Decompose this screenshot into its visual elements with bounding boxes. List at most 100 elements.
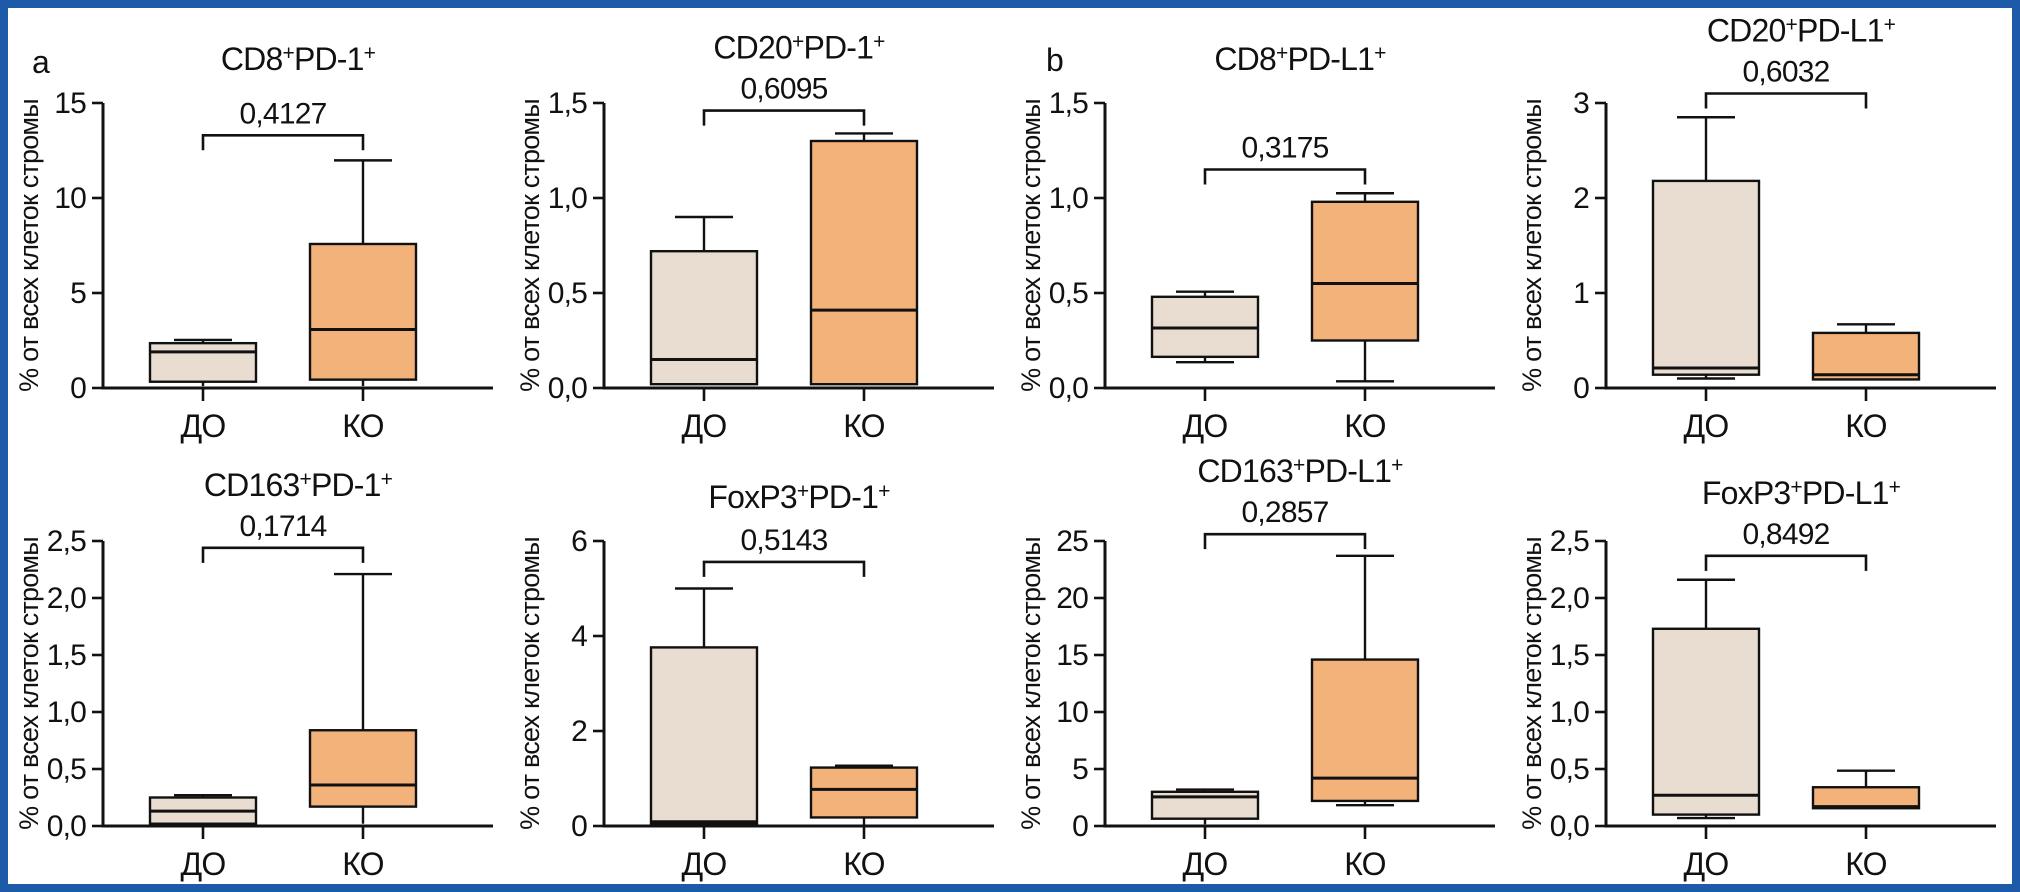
significance-bracket: [702, 109, 866, 126]
y-tick-label: 10: [1056, 696, 1088, 729]
x-category-label: ДО: [1684, 846, 1729, 882]
y-axis-title: % от всех клеток стромы: [14, 99, 44, 392]
y-axis-title: % от всех клеток стромы: [515, 537, 545, 830]
boxplot-cell: 0 2 4 6 % от всех клеток стромы ДО КО 0,5143 Fox…: [509, 446, 1010, 884]
charts-grid: 0 5 10 15% от всех клеток стромы ДО КО 0,4127 C…: [8, 8, 2012, 884]
boxplot-cd8-pd-l1: 0,0 0,5 1,0 1,5% от всех клеток стромы ДО КО 0…: [1016, 41, 1495, 444]
x-category-label: КО: [342, 846, 384, 882]
box-do: [148, 341, 258, 383]
x-category-label: КО: [843, 408, 885, 444]
boxplot-cell: 0,0 0,5 1,0 1,5% от всех клеток стромы ДО КО 0…: [1010, 8, 1511, 446]
y-tick-label: 0: [70, 372, 86, 405]
y-tick-label: 2: [571, 715, 587, 748]
y-tick-label: 1,0: [1049, 182, 1088, 215]
y-tick-label: 1,0: [47, 696, 86, 729]
y-tick-label: 10: [54, 182, 86, 215]
p-value-label: 0,5143: [741, 524, 828, 557]
x-category-label: КО: [1344, 408, 1386, 444]
chart-title: CD20+PD-1+: [713, 30, 885, 66]
x-category-label: ДО: [1183, 408, 1228, 444]
y-axis-title: % от всех клеток стромы: [515, 99, 545, 392]
boxplot-cell: 0 5 10 15 % от всех клеток стромы ДО КО 0,4127 C…: [8, 8, 509, 446]
boxplot-cd163-pd-1: 0,0 0,5 1,0 1,5 2,0 2,5% от всех клеток стром…: [14, 467, 493, 882]
y-tick-label: 0,0: [548, 372, 587, 405]
box-ko: [1811, 786, 1921, 810]
p-value-label: 0,1714: [240, 510, 327, 543]
chart-title: CD163+PD-1+: [204, 467, 393, 503]
y-tick-label: 3: [1573, 87, 1589, 120]
x-category-label: ДО: [682, 846, 727, 882]
boxplot-cd8-pd-1: 0 5 10 15 % от всех клеток стромы ДО КО 0,4127 C…: [14, 41, 493, 444]
significance-bracket: [201, 546, 365, 563]
y-tick-label: 1,0: [1550, 696, 1589, 729]
y-tick-label: 0,5: [1049, 277, 1088, 310]
boxplot-cell: 0 5 10 15 20 25 % от всех клеток стромы ДО КО 0,2…: [1010, 446, 1511, 884]
y-tick-label: 1: [1573, 277, 1589, 310]
y-tick-label: 2: [1573, 182, 1589, 215]
significance-bracket: [201, 134, 365, 151]
y-axis-title: % от всех клеток стромы: [14, 537, 44, 830]
x-category-label: ДО: [1684, 408, 1729, 444]
boxplot-cell: 0,0 0,5 1,0 1,5% от всех клеток стромы ДО КО 0…: [509, 8, 1010, 446]
x-category-label: ДО: [1183, 846, 1228, 882]
panel-label-a: a: [32, 44, 50, 80]
y-tick-label: 2,5: [1550, 525, 1589, 558]
x-category-label: ДО: [181, 846, 226, 882]
box-ko: [308, 729, 418, 808]
x-category-label: ДО: [682, 408, 727, 444]
y-tick-label: 5: [1072, 753, 1088, 786]
y-tick-label: 1,0: [548, 182, 587, 215]
chart-title: FoxP3+PD-1+: [708, 479, 890, 515]
y-tick-label: 0,5: [548, 277, 587, 310]
box-ko: [809, 139, 919, 386]
y-tick-label: 0: [571, 810, 587, 843]
box-ko: [1811, 331, 1921, 381]
y-tick-label: 0,0: [1049, 372, 1088, 405]
x-category-label: КО: [1845, 846, 1887, 882]
significance-bracket: [1203, 532, 1367, 550]
y-tick-label: 25: [1056, 525, 1088, 558]
chart-title: CD8+PD-1+: [221, 41, 376, 77]
boxplot-foxp3-pd-l1: 0,0 0,5 1,0 1,5 2,0 2,5% от всех клеток стром…: [1517, 475, 1996, 882]
p-value-label: 0,8492: [1743, 518, 1830, 551]
y-tick-label: 0,5: [47, 753, 86, 786]
y-tick-label: 1,5: [1049, 87, 1088, 120]
x-category-label: КО: [342, 408, 384, 444]
chart-title: CD8+PD-L1+: [1214, 41, 1386, 77]
y-tick-label: 0: [1072, 810, 1088, 843]
y-axis-title: % от всех клеток стромы: [1517, 99, 1547, 392]
boxplot-cell: 0,0 0,5 1,0 1,5 2,0 2,5% от всех клеток стром…: [1511, 446, 2012, 884]
y-tick-label: 15: [1056, 639, 1088, 672]
y-tick-label: 4: [571, 620, 587, 653]
y-tick-label: 0,5: [1550, 753, 1589, 786]
x-category-label: КО: [1344, 846, 1386, 882]
y-tick-label: 6: [571, 525, 587, 558]
p-value-label: 0,6095: [741, 73, 828, 106]
y-tick-label: 2,5: [47, 525, 86, 558]
box-ko: [809, 766, 919, 819]
p-value-label: 0,6032: [1743, 56, 1830, 89]
chart-title: FoxP3+PD-L1+: [1702, 475, 1901, 511]
box-ko: [308, 242, 418, 381]
panel-label-b: b: [1046, 42, 1064, 78]
boxplot-cell: 0,0 0,5 1,0 1,5 2,0 2,5% от всех клеток стром…: [8, 446, 509, 884]
y-axis-title: % от всех клеток стромы: [1517, 537, 1547, 830]
y-tick-label: 15: [54, 87, 86, 120]
boxplot-cd20-pd-1: 0,0 0,5 1,0 1,5% от всех клеток стромы ДО КО 0…: [515, 30, 994, 444]
box-ko: [1310, 658, 1420, 803]
box-do: [1651, 627, 1761, 816]
y-tick-label: 2,0: [1550, 582, 1589, 615]
significance-bracket: [702, 560, 866, 577]
box-do: [649, 249, 759, 386]
boxplot-foxp3-pd-1: 0 2 4 6 % от всех клеток стромы ДО КО 0,5143 Fox…: [515, 479, 994, 882]
y-tick-label: 2,0: [47, 582, 86, 615]
boxplot-cell: 0 1 2 3 % от всех клеток стромы ДО КО 0,6032 CD2…: [1511, 8, 2012, 446]
x-category-label: КО: [843, 846, 885, 882]
y-axis-title: % от всех клеток стромы: [1016, 537, 1046, 830]
p-value-label: 0,4127: [240, 97, 327, 130]
chart-title: CD20+PD-L1+: [1707, 13, 1896, 49]
box-ko: [1310, 200, 1420, 342]
y-tick-label: 0,0: [1550, 810, 1589, 843]
boxplot-cd163-pd-l1: 0 5 10 15 20 25 % от всех клеток стромы ДО КО 0,2…: [1016, 453, 1495, 882]
